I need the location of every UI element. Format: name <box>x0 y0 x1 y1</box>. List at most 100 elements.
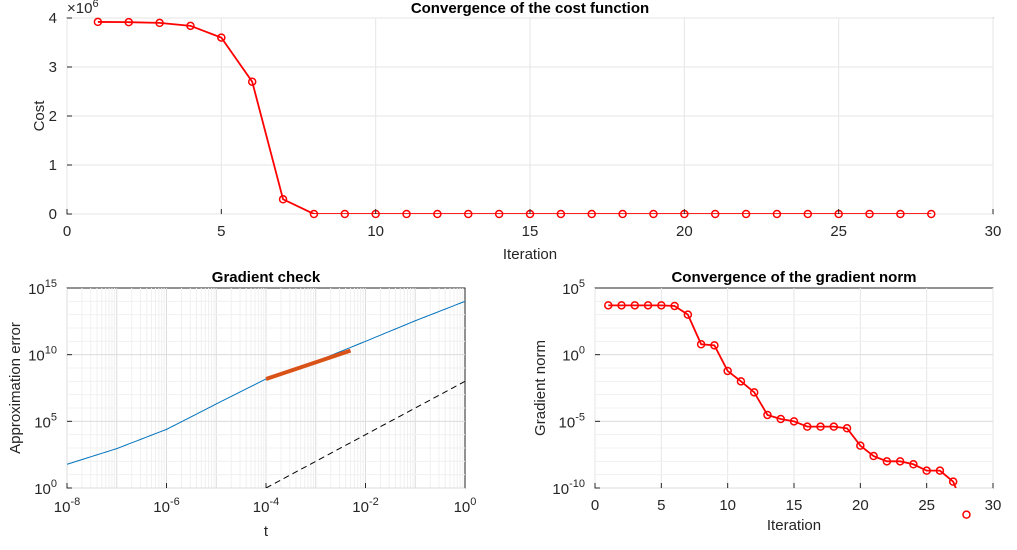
gradient-norm-data-point <box>803 422 812 431</box>
gradient-norm-data-point <box>922 466 931 475</box>
gradient-norm-x-tick-label: 5 <box>657 497 665 514</box>
gradient-check-x-axis-label: t <box>264 523 269 540</box>
cost-x-tick-label: 15 <box>522 223 539 240</box>
gradient-norm-ticks: 0 5 10 15 20 25 30 10-10 10-5 100 105 <box>552 278 1001 514</box>
gradient-norm-series <box>604 301 971 519</box>
gradient-norm-chart: 0 5 10 15 20 25 30 10-10 10-5 100 105 Convergence … <box>532 269 1001 534</box>
gradient-norm-data-point <box>816 422 825 431</box>
gradient-norm-data-point <box>657 301 666 310</box>
gradient-norm-x-tick-label: 30 <box>985 497 1002 514</box>
gradient-norm-x-tick-label: 15 <box>786 497 803 514</box>
gradient-norm-data-point <box>789 417 799 426</box>
cost-data-point <box>710 209 720 219</box>
cost-exponent-label: ×106 <box>67 0 99 17</box>
cost-chart: 0 5 10 15 20 25 30 0 1 2 3 4 Convergence of the cos… <box>31 0 1001 263</box>
cost-x-tick-label: 0 <box>63 223 71 240</box>
cost-x-tick-label: 5 <box>217 223 225 240</box>
gradient-norm-data-point <box>962 510 971 519</box>
gradient-norm-data-point <box>683 310 693 319</box>
gradient-check-x-tick-label: 10-4 <box>253 496 279 516</box>
gradient-check-grid <box>66 288 465 489</box>
gradient-norm-data-point <box>710 341 719 350</box>
gradient-norm-data-point <box>763 410 772 420</box>
gradient-norm-data-point <box>630 301 640 310</box>
cost-data-point <box>741 209 751 219</box>
cost-series <box>93 17 936 219</box>
gradient-check-y-tick-label: 1015 <box>28 278 57 298</box>
cost-data-point <box>772 209 782 219</box>
gradient-norm-data-point <box>909 460 918 469</box>
gradient-check-slope-segment <box>265 348 352 381</box>
gradient-norm-data-point <box>749 388 759 397</box>
cost-x-tick-label: 25 <box>830 223 847 240</box>
cost-x-tick-label: 10 <box>367 223 384 240</box>
cost-data-point <box>649 209 658 219</box>
gradient-norm-y-tick-label: 100 <box>562 345 585 365</box>
gradient-norm-data-point <box>895 457 905 466</box>
gradient-check-y-tick-label: 100 <box>34 478 57 498</box>
gradient-norm-data-point <box>604 301 613 310</box>
gradient-norm-data-point <box>948 477 958 486</box>
gradient-check-ticks: 10-8 10-6 10-4 10-2 100 100 105 1010 1015 <box>28 278 476 516</box>
cost-data-point <box>618 209 627 219</box>
gradient-norm-y-tick-label: 10-10 <box>552 478 585 498</box>
cost-data-point <box>464 209 473 219</box>
gradient-norm-data-point <box>776 414 785 424</box>
cost-data-point <box>556 209 566 219</box>
gradient-check-x-tick-label: 10-2 <box>352 496 378 516</box>
gradient-check-x-tick-label: 100 <box>454 496 477 516</box>
cost-data-point <box>124 17 133 27</box>
gradient-norm-data-point <box>829 422 839 431</box>
gradient-norm-x-tick-label: 25 <box>918 497 935 514</box>
cost-data-point <box>186 21 195 31</box>
cost-data-point <box>93 17 103 27</box>
cost-data-point <box>927 209 936 219</box>
cost-x-axis-label: Iteration <box>503 246 557 263</box>
gradient-check-y-tick-label: 105 <box>34 411 57 431</box>
gradient-check-title: Gradient check <box>212 269 321 286</box>
cost-grid <box>66 17 994 215</box>
cost-y-tick-label: 3 <box>49 59 57 76</box>
gradient-norm-y-tick-label: 10-5 <box>559 411 585 431</box>
cost-chart-title: Convergence of the cost function <box>411 0 649 17</box>
cost-series-line <box>97 21 932 214</box>
gradient-check-x-tick-label: 10-8 <box>54 496 80 516</box>
cost-y-tick-label: 0 <box>49 206 57 223</box>
cost-y-tick-label: 4 <box>49 10 57 27</box>
gradient-norm-data-point <box>869 451 878 461</box>
cost-data-point <box>340 209 350 219</box>
cost-data-point <box>433 209 442 219</box>
gradient-norm-x-tick-label: 20 <box>852 497 869 514</box>
cost-data-point <box>309 209 319 219</box>
cost-ticks: 0 5 10 15 20 25 30 0 1 2 3 4 <box>49 10 1002 240</box>
cost-y-tick-label: 1 <box>49 157 57 174</box>
gradient-norm-data-point <box>935 466 945 475</box>
gradient-norm-data-point <box>696 340 706 349</box>
gradient-norm-data-point <box>842 424 852 433</box>
cost-data-point <box>247 77 257 86</box>
gradient-check-reference-line <box>265 380 465 488</box>
gradient-check-series <box>67 300 465 488</box>
cost-data-point <box>402 209 411 219</box>
gradient-norm-x-tick-label: 0 <box>591 497 599 514</box>
gradient-check-y-tick-label: 1010 <box>28 345 57 365</box>
gradient-norm-series-line <box>608 304 957 488</box>
cost-x-tick-label: 20 <box>676 223 693 240</box>
gradient-norm-y-axis-label: Gradient norm <box>532 340 549 436</box>
cost-x-tick-label: 30 <box>985 223 1002 240</box>
cost-y-axis-label: Cost <box>31 100 48 132</box>
gradient-norm-data-point <box>617 301 626 310</box>
gradient-norm-x-tick-label: 10 <box>719 497 736 514</box>
cost-data-point <box>155 18 164 28</box>
gradient-norm-data-point <box>736 377 746 386</box>
gradient-norm-y-tick-label: 105 <box>562 278 585 298</box>
gradient-norm-title: Convergence of the gradient norm <box>671 269 916 286</box>
cost-data-point <box>896 209 905 219</box>
cost-data-point <box>494 209 504 219</box>
gradient-norm-data-point <box>643 301 653 310</box>
gradient-norm-data-point <box>723 366 732 376</box>
cost-y-tick-label: 2 <box>49 108 57 125</box>
cost-data-point <box>803 209 813 219</box>
gradient-check-y-axis-label: Approximation error <box>7 322 24 454</box>
